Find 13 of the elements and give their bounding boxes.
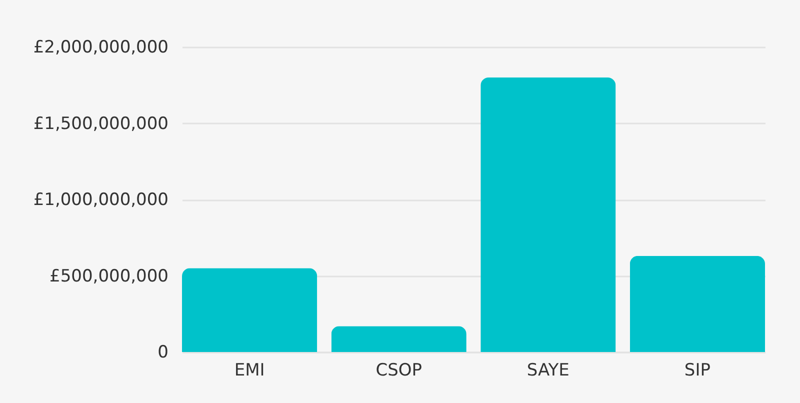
x-tick-label: SAYE <box>526 360 570 380</box>
bar <box>480 78 616 352</box>
y-tick-label: £1,000,000,000 <box>33 190 168 210</box>
x-tick-label: EMI <box>234 360 265 380</box>
y-tick-label: £1,500,000,000 <box>33 114 168 134</box>
x-tick-label: CSOP <box>376 360 422 380</box>
bar <box>331 326 466 352</box>
y-tick-label: £500,000,000 <box>50 266 168 286</box>
y-tick-label: 0 <box>158 342 168 362</box>
x-tick-label: SIP <box>684 360 710 380</box>
bar <box>182 268 318 352</box>
y-tick-label: £2,000,000,000 <box>33 38 168 58</box>
bar <box>630 256 765 352</box>
